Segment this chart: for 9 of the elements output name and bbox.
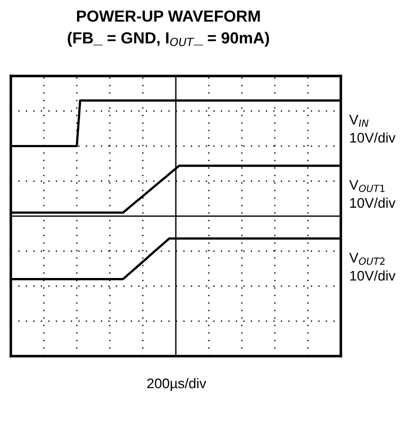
chart-title: POWER-UP WAVEFORM [77, 10, 260, 22]
chart-subtitle: (FB_ = GND, I$_{OUT}$_ = 90mA) [68, 32, 270, 47]
series-label: V$_{OUT1}$ [349, 180, 385, 192]
text: 10V/div [350, 270, 396, 281]
series-label: V$_{IN}$ [349, 114, 368, 127]
text: 10V/div [350, 132, 396, 143]
text: 200µs/div [147, 378, 206, 392]
series-label: V$_{OUT2}$ [349, 252, 384, 265]
text: 10V/div [350, 198, 396, 208]
